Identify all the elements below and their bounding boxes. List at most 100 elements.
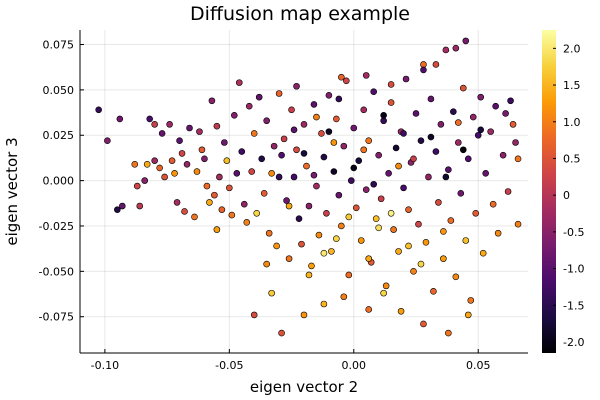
data-point (178, 150, 186, 157)
data-point (303, 162, 310, 170)
data-point (345, 213, 353, 221)
data-point (133, 182, 141, 190)
data-point (300, 121, 308, 128)
data-point (427, 133, 435, 141)
data-point (315, 231, 323, 239)
data-point (410, 155, 417, 163)
data-point (445, 166, 452, 174)
data-point (360, 106, 368, 114)
data-point (300, 150, 308, 157)
data-point (474, 131, 482, 139)
data-point (151, 157, 158, 164)
data-point (445, 329, 452, 337)
data-point (343, 77, 350, 85)
data-point (260, 190, 268, 197)
data-points (95, 37, 522, 337)
data-point (347, 177, 355, 184)
data-point (238, 148, 246, 155)
data-point (452, 273, 460, 281)
data-point (228, 211, 236, 219)
data-point (447, 217, 455, 224)
data-point (482, 170, 489, 177)
data-point (268, 170, 275, 177)
data-point (268, 289, 275, 297)
data-point (263, 260, 270, 268)
data-point (248, 168, 256, 175)
data-point (432, 148, 440, 155)
data-point (489, 200, 497, 208)
data-point (502, 110, 509, 117)
data-point (290, 173, 298, 181)
data-point (427, 95, 435, 103)
data-point (387, 99, 395, 106)
data-point (420, 66, 427, 74)
data-point (340, 142, 348, 150)
data-point (440, 255, 447, 262)
data-point (459, 84, 467, 92)
data-point (218, 206, 226, 213)
data-point (387, 209, 395, 217)
y-tick-label: 0.000 (43, 175, 75, 188)
data-point (430, 288, 437, 295)
data-point (176, 137, 183, 144)
data-point (442, 46, 450, 54)
colorbar-tick-label: -1.5 (563, 299, 584, 312)
data-point (275, 173, 283, 181)
data-point (370, 88, 377, 95)
data-point (340, 293, 348, 301)
data-point (477, 126, 485, 134)
data-point (211, 191, 218, 199)
data-point (201, 155, 208, 163)
data-point (479, 249, 487, 257)
data-point (255, 93, 263, 101)
data-point (472, 209, 480, 217)
data-point (168, 157, 176, 164)
data-point (151, 121, 158, 128)
data-point (412, 110, 420, 117)
data-point (330, 139, 338, 146)
data-point (308, 262, 315, 270)
data-point (370, 180, 377, 188)
data-point (362, 186, 370, 193)
data-point (350, 124, 358, 132)
data-point (392, 144, 400, 152)
y-axis-ticks: -0.075 -0.050 -0.025 0.000 0.025 0.050 0.075 (39, 39, 84, 324)
data-point (477, 93, 485, 101)
colorbar-gradient-bar (542, 30, 556, 353)
data-point (203, 182, 211, 190)
plot-frame (79, 30, 528, 354)
data-point (390, 226, 397, 233)
data-point (494, 229, 502, 237)
data-point (320, 153, 328, 161)
data-point (400, 184, 407, 192)
data-point (514, 155, 522, 163)
data-point (469, 113, 477, 121)
data-point (208, 97, 216, 105)
data-point (278, 329, 285, 337)
colorbar-tick-label: -1.0 (563, 263, 584, 276)
chart-title: Diffusion map example (190, 3, 410, 25)
data-point (420, 61, 427, 68)
data-point (119, 202, 126, 210)
data-point (253, 209, 261, 217)
data-point (273, 242, 280, 250)
data-point (338, 222, 345, 230)
data-point (290, 126, 298, 134)
data-point (191, 213, 198, 221)
colorbar-tick-label: 0.5 (563, 152, 581, 165)
data-point (417, 260, 425, 268)
data-point (231, 111, 238, 119)
data-point (250, 130, 258, 137)
data-point (226, 184, 233, 192)
data-point (181, 208, 188, 215)
data-point (235, 79, 243, 86)
data-point (196, 128, 203, 135)
data-point (457, 190, 465, 197)
data-point (365, 137, 373, 144)
data-point (285, 255, 293, 262)
data-point (305, 202, 313, 210)
data-point (467, 297, 475, 304)
data-point (415, 220, 422, 228)
data-point (95, 106, 102, 114)
